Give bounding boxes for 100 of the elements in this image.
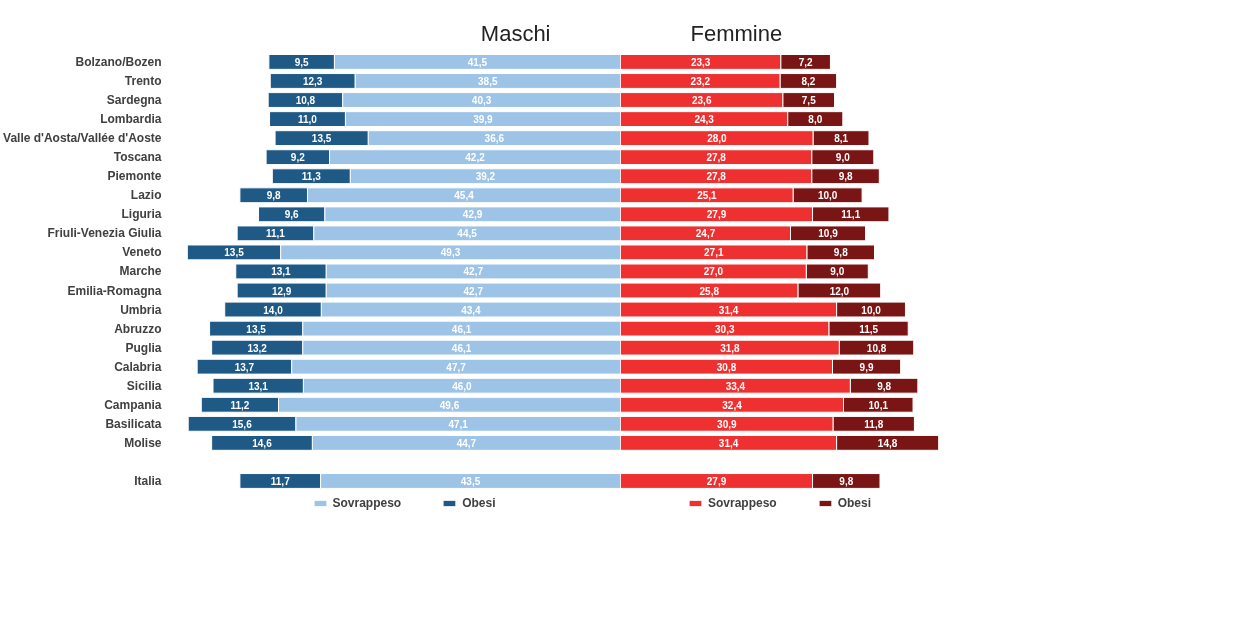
data-label: 11,7: [270, 475, 291, 487]
data-label: 27,0: [703, 266, 724, 278]
data-label: 27,8: [706, 152, 727, 164]
data-label: 10,8: [866, 342, 887, 354]
data-label: 30,3: [715, 323, 735, 335]
y-tick-label: Umbria: [120, 302, 162, 317]
data-label: 23,6: [691, 95, 712, 107]
data-label: 27,8: [706, 171, 727, 183]
data-label: 8,0: [808, 114, 823, 126]
data-label: 12,0: [829, 285, 850, 297]
data-label: 7,5: [801, 95, 817, 107]
data-label: 9,8: [838, 171, 853, 183]
y-tick-label: Molise: [124, 435, 162, 450]
data-label: 41,5: [467, 56, 488, 68]
data-label: 27,1: [704, 247, 724, 259]
data-label: 14,0: [263, 304, 284, 316]
data-label: 13,1: [248, 380, 269, 392]
data-label: 14,8: [877, 437, 898, 449]
data-label: 13,1: [271, 266, 292, 278]
chart-title: Femmine: [690, 20, 783, 46]
data-label: 39,9: [473, 114, 494, 126]
data-label: 11,8: [864, 418, 884, 430]
y-tick-label: Bolzano/Bozen: [75, 54, 162, 69]
chart-title: Maschi: [480, 20, 551, 46]
data-label: 49,3: [440, 247, 461, 259]
data-label: 12,9: [271, 285, 292, 297]
y-tick-label: Italia: [134, 473, 162, 488]
y-tick-label: Puglia: [125, 340, 162, 355]
y-tick-label: Trento: [124, 73, 162, 88]
data-label: 11,1: [265, 228, 286, 240]
data-label: 15,6: [232, 418, 253, 430]
data-label: 13,2: [247, 342, 268, 354]
y-tick-label: Basilicata: [105, 416, 162, 431]
data-label: 47,1: [448, 418, 469, 430]
data-label: 39,2: [475, 171, 496, 183]
data-label: 42,9: [462, 209, 483, 221]
data-label: 24,7: [695, 228, 716, 240]
data-label: 9,2: [290, 152, 306, 164]
data-label: 27,9: [706, 475, 727, 487]
y-tick-label: Liguria: [121, 207, 162, 222]
y-tick-label: Campania: [104, 397, 162, 412]
data-label: 43,5: [460, 475, 481, 487]
data-label: 9,0: [830, 266, 845, 278]
data-label: 9,8: [839, 475, 854, 487]
data-label: 46,1: [451, 342, 472, 354]
y-tick-label: Lombardia: [100, 112, 162, 127]
y-tick-label: Piemonte: [107, 169, 162, 184]
data-label: 24,3: [694, 114, 715, 126]
data-label: 46,0: [452, 380, 473, 392]
data-label: 10,0: [817, 190, 838, 202]
data-label: 11,3: [301, 171, 322, 183]
data-label: 45,4: [454, 190, 475, 202]
data-label: 13,5: [311, 133, 332, 145]
y-tick-label: Calabria: [114, 359, 162, 374]
data-label: 46,1: [451, 323, 472, 335]
data-label: 10,9: [818, 228, 839, 240]
data-label: 10,8: [295, 95, 316, 107]
data-label: 31,4: [718, 437, 739, 449]
data-label: 10,0: [861, 304, 882, 316]
legend-label: Sovrappeso: [332, 496, 402, 510]
y-tick-label: Marche: [119, 264, 162, 279]
data-label: 9,9: [859, 361, 874, 373]
y-tick-label: Sicilia: [126, 378, 162, 393]
data-label: 8,1: [834, 133, 849, 145]
data-label: 30,9: [717, 418, 738, 430]
data-label: 11,1: [841, 209, 861, 221]
data-label: 25,8: [699, 285, 720, 297]
data-label: 31,4: [718, 304, 739, 316]
data-label: 8,2: [801, 75, 816, 87]
data-label: 11,5: [859, 323, 879, 335]
data-label: 23,3: [690, 56, 711, 68]
data-label: 9,8: [877, 380, 892, 392]
data-label: 38,5: [478, 75, 498, 87]
data-label: 32,4: [722, 399, 743, 411]
y-tick-label: Veneto: [122, 245, 162, 260]
data-label: 27,9: [706, 209, 727, 221]
y-tick-label: Emilia-Romagna: [67, 283, 162, 298]
data-label: 9,0: [835, 152, 851, 164]
data-label: 13,5: [246, 323, 267, 335]
data-label: 42,7: [463, 266, 484, 278]
data-label: 25,1: [697, 190, 718, 202]
data-label: 13,7: [234, 361, 255, 373]
legend-label: Obesi: [837, 496, 872, 510]
y-tick-label: Lazio: [130, 188, 162, 203]
y-tick-label: Abruzzo: [114, 321, 162, 336]
data-label: 36,6: [484, 133, 505, 145]
data-label: 9,6: [284, 209, 299, 221]
data-label: 9,8: [833, 247, 849, 259]
data-label: 40,3: [471, 95, 492, 107]
data-label: 10,1: [868, 399, 889, 411]
y-tick-label: Toscana: [113, 150, 162, 165]
y-tick-label: Sardegna: [106, 93, 162, 108]
data-label: 30,8: [716, 361, 737, 373]
data-label: 42,7: [463, 285, 484, 297]
data-label: 31,8: [720, 342, 741, 354]
data-label: 43,4: [461, 304, 482, 316]
data-label: 14,6: [252, 437, 273, 449]
legend-label: Obesi: [462, 496, 496, 510]
data-label: 11,2: [230, 399, 250, 411]
data-label: 23,2: [690, 75, 711, 87]
